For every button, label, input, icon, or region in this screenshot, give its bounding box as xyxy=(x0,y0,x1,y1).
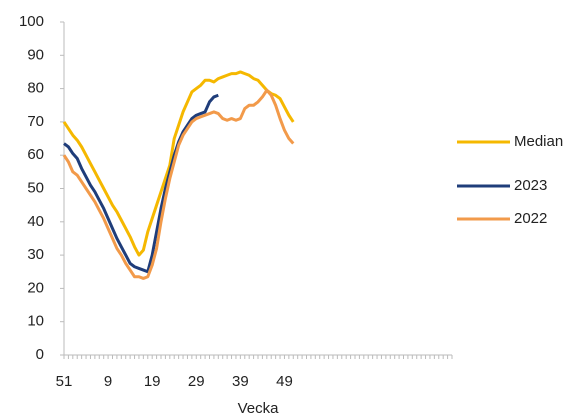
y-tick-label: 50 xyxy=(27,179,44,196)
x-tick-label: 9 xyxy=(104,373,112,390)
legend-label: 2022 xyxy=(514,210,547,227)
x-tick-label: 49 xyxy=(276,373,293,390)
legend-label: Median xyxy=(514,133,563,150)
series-line xyxy=(62,88,295,280)
x-tick-label: 19 xyxy=(144,373,161,390)
y-tick-label: 40 xyxy=(27,213,44,230)
y-tick-label: 0 xyxy=(36,346,44,363)
y-tick-label: 10 xyxy=(27,313,44,330)
y-tick-label: 60 xyxy=(27,146,44,163)
y-tick-label: 100 xyxy=(19,13,44,30)
x-tick-label: 29 xyxy=(188,373,205,390)
x-tick-label: 51 xyxy=(56,373,73,390)
series-line xyxy=(62,70,295,257)
series-line xyxy=(63,93,219,274)
x-tick-label: 39 xyxy=(232,373,249,390)
y-tick-label: 30 xyxy=(27,246,44,263)
y-tick-label: 70 xyxy=(27,113,44,130)
y-tick-label: 90 xyxy=(27,46,44,63)
y-tick-label: 20 xyxy=(27,279,44,296)
y-tick-label: 80 xyxy=(27,80,44,97)
legend-label: 2023 xyxy=(514,177,547,194)
x-axis-label: Vecka xyxy=(238,400,280,417)
